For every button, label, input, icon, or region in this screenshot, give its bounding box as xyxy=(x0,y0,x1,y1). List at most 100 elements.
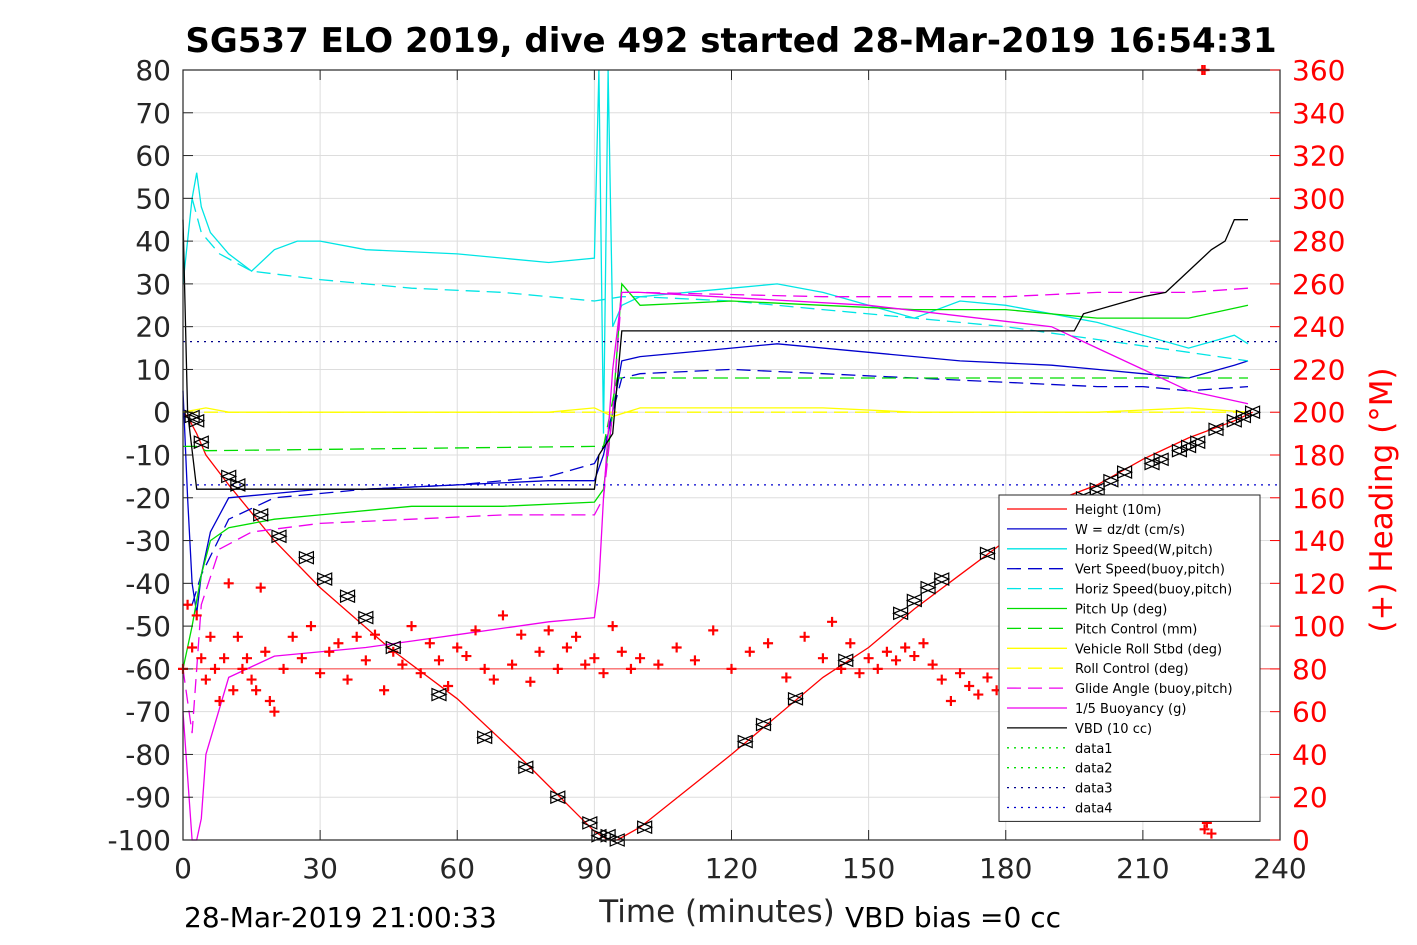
y-tick-label: 60 xyxy=(135,140,171,173)
heading-marker xyxy=(689,655,700,666)
heading-marker xyxy=(799,631,810,642)
heading-marker xyxy=(333,638,344,649)
heading-marker xyxy=(315,668,326,679)
y2-tick-label: 340 xyxy=(1292,97,1345,130)
y-tick-label: 50 xyxy=(135,182,171,215)
y-tick-label: -10 xyxy=(125,439,171,472)
heading-marker xyxy=(497,610,508,621)
legend-label: Pitch Control (mm) xyxy=(1075,622,1197,637)
y-tick-label: 30 xyxy=(135,268,171,301)
heading-marker xyxy=(525,676,536,687)
heading-marker xyxy=(671,642,682,653)
depth-marker xyxy=(1189,435,1207,450)
legend-label: W = dz/dt (cm/s) xyxy=(1075,523,1185,538)
depth-marker xyxy=(357,610,375,625)
legend-label: data1 xyxy=(1075,742,1113,757)
y2-tick-label: 240 xyxy=(1292,311,1345,344)
heading-marker xyxy=(635,653,646,664)
heading-marker xyxy=(955,668,966,679)
heading-marker xyxy=(571,631,582,642)
depth-marker xyxy=(297,550,315,565)
y2-tick-label: 120 xyxy=(1292,567,1345,600)
heading-marker xyxy=(191,610,202,621)
y-tick-label: -80 xyxy=(125,738,171,771)
heading-marker xyxy=(223,578,234,589)
heading-marker xyxy=(415,668,426,679)
y-tick-label: -50 xyxy=(125,610,171,643)
footer-vbd-bias: VBD bias =0 cc xyxy=(845,901,1061,934)
heading-marker xyxy=(369,629,380,640)
heading-marker xyxy=(433,655,444,666)
heading-marker xyxy=(534,646,545,657)
heading-marker xyxy=(209,663,220,674)
series-line-6 xyxy=(183,377,1248,452)
heading-marker xyxy=(1206,828,1217,839)
legend-label: VBD (10 cc) xyxy=(1075,722,1152,737)
heading-marker xyxy=(616,646,627,657)
heading-marker xyxy=(817,653,828,664)
heading-marker xyxy=(187,642,198,653)
y2-tick-label: 360 xyxy=(1292,54,1345,87)
heading-marker xyxy=(744,646,755,657)
heading-marker xyxy=(964,681,975,691)
heading-marker xyxy=(1199,824,1210,835)
heading-marker xyxy=(891,655,902,666)
right-y-ticks: 3603403203002802602402202001801601401201… xyxy=(1270,54,1345,857)
depth-marker xyxy=(252,507,270,522)
depth-marker xyxy=(339,589,357,604)
y2-tick-label: 280 xyxy=(1292,225,1345,258)
depth-marker xyxy=(786,691,805,706)
series-line-2 xyxy=(182,69,1249,434)
heading-marker xyxy=(982,672,993,683)
heading-marker xyxy=(488,674,499,685)
depth-marker xyxy=(590,828,608,843)
heading-marker xyxy=(287,631,298,642)
heading-marker xyxy=(543,625,554,636)
y2-tick-label: 140 xyxy=(1292,525,1345,558)
heading-marker xyxy=(196,653,207,664)
heading-marker xyxy=(452,642,463,653)
chart-title: SG537 ELO 2019, dive 492 started 28-Mar-… xyxy=(185,21,1276,61)
heading-marker xyxy=(763,638,774,649)
heading-marker xyxy=(945,695,956,706)
legend-label: data4 xyxy=(1075,802,1113,817)
depth-marker xyxy=(736,734,754,749)
heading-marker xyxy=(909,651,920,662)
heading-marker xyxy=(589,653,600,664)
heading-marker xyxy=(182,599,193,610)
y-tick-label: -100 xyxy=(107,824,171,857)
y2-tick-label: 0 xyxy=(1292,824,1310,857)
depth-marker xyxy=(192,435,210,450)
heading-marker xyxy=(228,685,239,696)
legend: Height (10m) W = dz/dt (cm/s) Horiz Speed(… xyxy=(998,494,1261,822)
heading-marker xyxy=(397,659,408,670)
heading-marker xyxy=(200,674,211,685)
y-tick-label: -20 xyxy=(125,482,171,515)
heading-marker xyxy=(351,631,362,642)
heading-marker xyxy=(406,621,417,632)
heading-marker xyxy=(927,659,938,670)
heading-marker xyxy=(872,663,883,674)
heading-marker xyxy=(625,663,636,674)
legend-label: data3 xyxy=(1075,782,1113,797)
y2-tick-label: 40 xyxy=(1292,738,1328,771)
y-tick-label: 0 xyxy=(153,396,171,429)
heading-marker xyxy=(305,621,316,632)
depth-marker xyxy=(270,529,288,544)
x-tick-label: 120 xyxy=(705,852,758,885)
series-line-10 xyxy=(182,291,1249,841)
depth-marker xyxy=(1207,422,1225,437)
heading-marker xyxy=(479,663,490,674)
heading-marker xyxy=(461,651,472,662)
x-tick-label: 60 xyxy=(439,852,475,885)
y2-tick-label: 160 xyxy=(1292,482,1345,515)
y-tick-label: -30 xyxy=(125,525,171,558)
heading-marker xyxy=(854,668,865,679)
heading-marker xyxy=(516,629,527,640)
legend-label: Horiz Speed(W,pitch) xyxy=(1075,543,1213,558)
heading-marker xyxy=(973,689,984,700)
heading-marker xyxy=(863,653,874,664)
y2-tick-label: 320 xyxy=(1292,140,1345,173)
y2-tick-label: 200 xyxy=(1292,396,1345,429)
